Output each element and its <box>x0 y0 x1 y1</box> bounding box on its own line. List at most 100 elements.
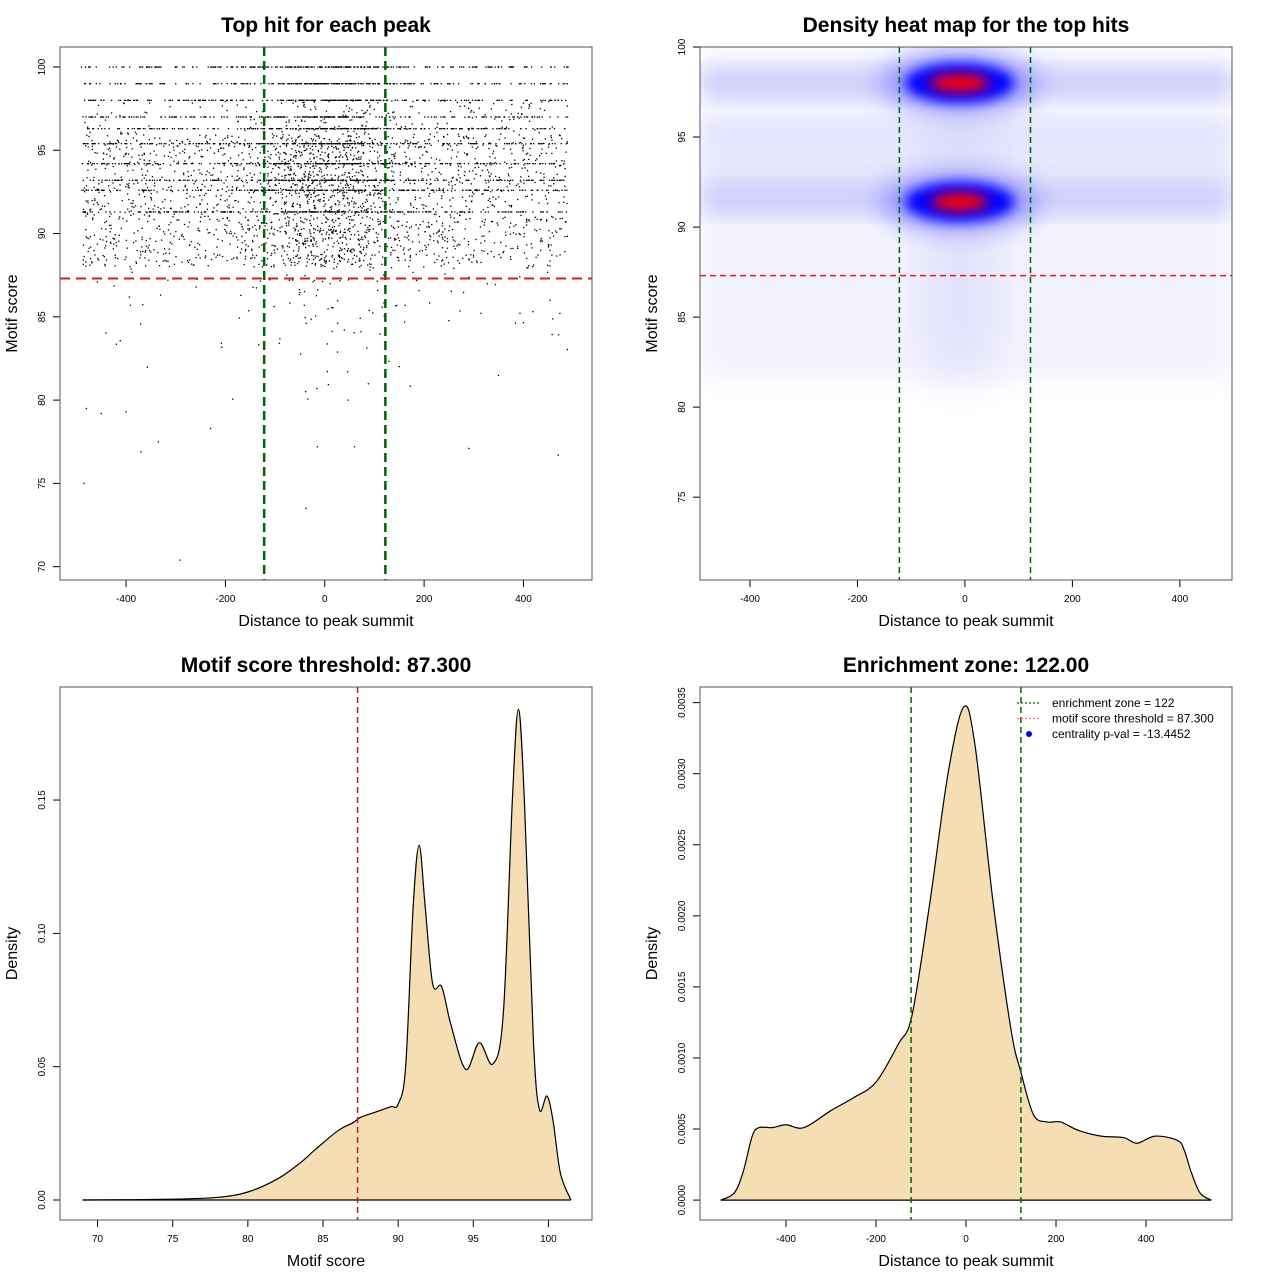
data-point <box>315 83 317 85</box>
data-point <box>487 211 490 213</box>
data-point <box>295 151 298 154</box>
data-point <box>217 238 219 241</box>
data-point <box>361 174 364 176</box>
data-point <box>358 156 360 158</box>
data-point <box>131 205 133 208</box>
data-point <box>337 99 339 101</box>
data-point <box>288 83 290 85</box>
data-point <box>292 83 295 85</box>
data-point <box>328 225 330 227</box>
data-point <box>137 116 139 118</box>
data-point <box>508 66 510 68</box>
data-point <box>304 162 306 165</box>
data-point <box>445 251 447 253</box>
data-point <box>383 128 385 130</box>
data-point <box>356 128 358 130</box>
data-point <box>306 161 309 163</box>
data-point <box>519 179 522 181</box>
data-point <box>332 151 334 153</box>
data-point <box>499 162 501 165</box>
data-point <box>377 193 379 195</box>
data-point <box>254 128 257 130</box>
data-point <box>339 260 342 262</box>
data-point <box>91 261 93 263</box>
data-point <box>110 112 113 114</box>
data-point <box>346 143 349 145</box>
data-point <box>335 204 337 206</box>
data-point <box>338 116 341 118</box>
data-point <box>412 271 414 274</box>
data-point <box>368 143 370 145</box>
data-point <box>321 151 323 153</box>
data-point <box>256 181 258 183</box>
data-point <box>292 183 294 185</box>
data-point <box>389 161 391 164</box>
data-point <box>299 99 302 101</box>
data-point <box>344 184 347 186</box>
data-point <box>554 99 557 101</box>
data-point <box>331 237 333 239</box>
data-point <box>235 199 237 202</box>
data-point <box>267 150 269 152</box>
data-point <box>377 184 379 187</box>
data-point <box>344 116 347 118</box>
data-point <box>485 164 487 167</box>
data-point <box>284 230 287 233</box>
data-point <box>147 207 150 210</box>
data-point <box>382 179 385 182</box>
data-point <box>551 179 553 181</box>
data-point <box>284 158 286 161</box>
data-point <box>509 148 512 151</box>
data-point <box>109 141 111 143</box>
data-point <box>320 99 322 101</box>
data-point <box>128 296 130 298</box>
data-point <box>204 186 206 188</box>
data-point <box>250 211 252 213</box>
data-point <box>284 202 287 205</box>
data-point <box>504 200 506 203</box>
data-point <box>460 128 463 130</box>
data-point <box>499 116 501 118</box>
data-point <box>124 153 127 155</box>
data-point <box>349 139 351 142</box>
data-point <box>113 238 116 240</box>
data-point <box>357 128 360 130</box>
data-point <box>372 228 375 230</box>
data-point <box>108 143 110 145</box>
data-point <box>93 214 95 216</box>
data-point <box>151 179 154 181</box>
data-point <box>148 102 151 104</box>
data-point <box>195 206 198 208</box>
data-point <box>424 231 426 233</box>
data-point <box>374 192 376 194</box>
data-point <box>559 211 561 213</box>
data-point <box>366 109 369 112</box>
data-point <box>120 131 122 133</box>
data-point <box>331 128 333 130</box>
data-point <box>114 142 117 144</box>
data-point <box>378 66 380 68</box>
data-point <box>342 210 345 212</box>
data-point <box>246 189 249 191</box>
data-point <box>93 99 95 101</box>
data-point <box>436 203 439 205</box>
data-point <box>535 171 537 173</box>
data-point <box>327 308 329 310</box>
data-point <box>313 156 315 159</box>
data-point <box>565 99 567 101</box>
data-point <box>414 146 417 148</box>
data-point <box>307 190 310 192</box>
data-point <box>429 66 431 68</box>
data-point <box>133 206 135 209</box>
data-point <box>281 138 283 140</box>
data-point <box>459 140 462 142</box>
data-point <box>456 245 458 247</box>
data-point <box>328 143 330 145</box>
data-point <box>433 191 435 193</box>
data-point <box>182 211 184 213</box>
data-point <box>299 353 302 355</box>
data-point <box>259 66 261 68</box>
data-point <box>104 221 106 224</box>
data-point <box>162 260 164 262</box>
data-point <box>243 168 245 171</box>
